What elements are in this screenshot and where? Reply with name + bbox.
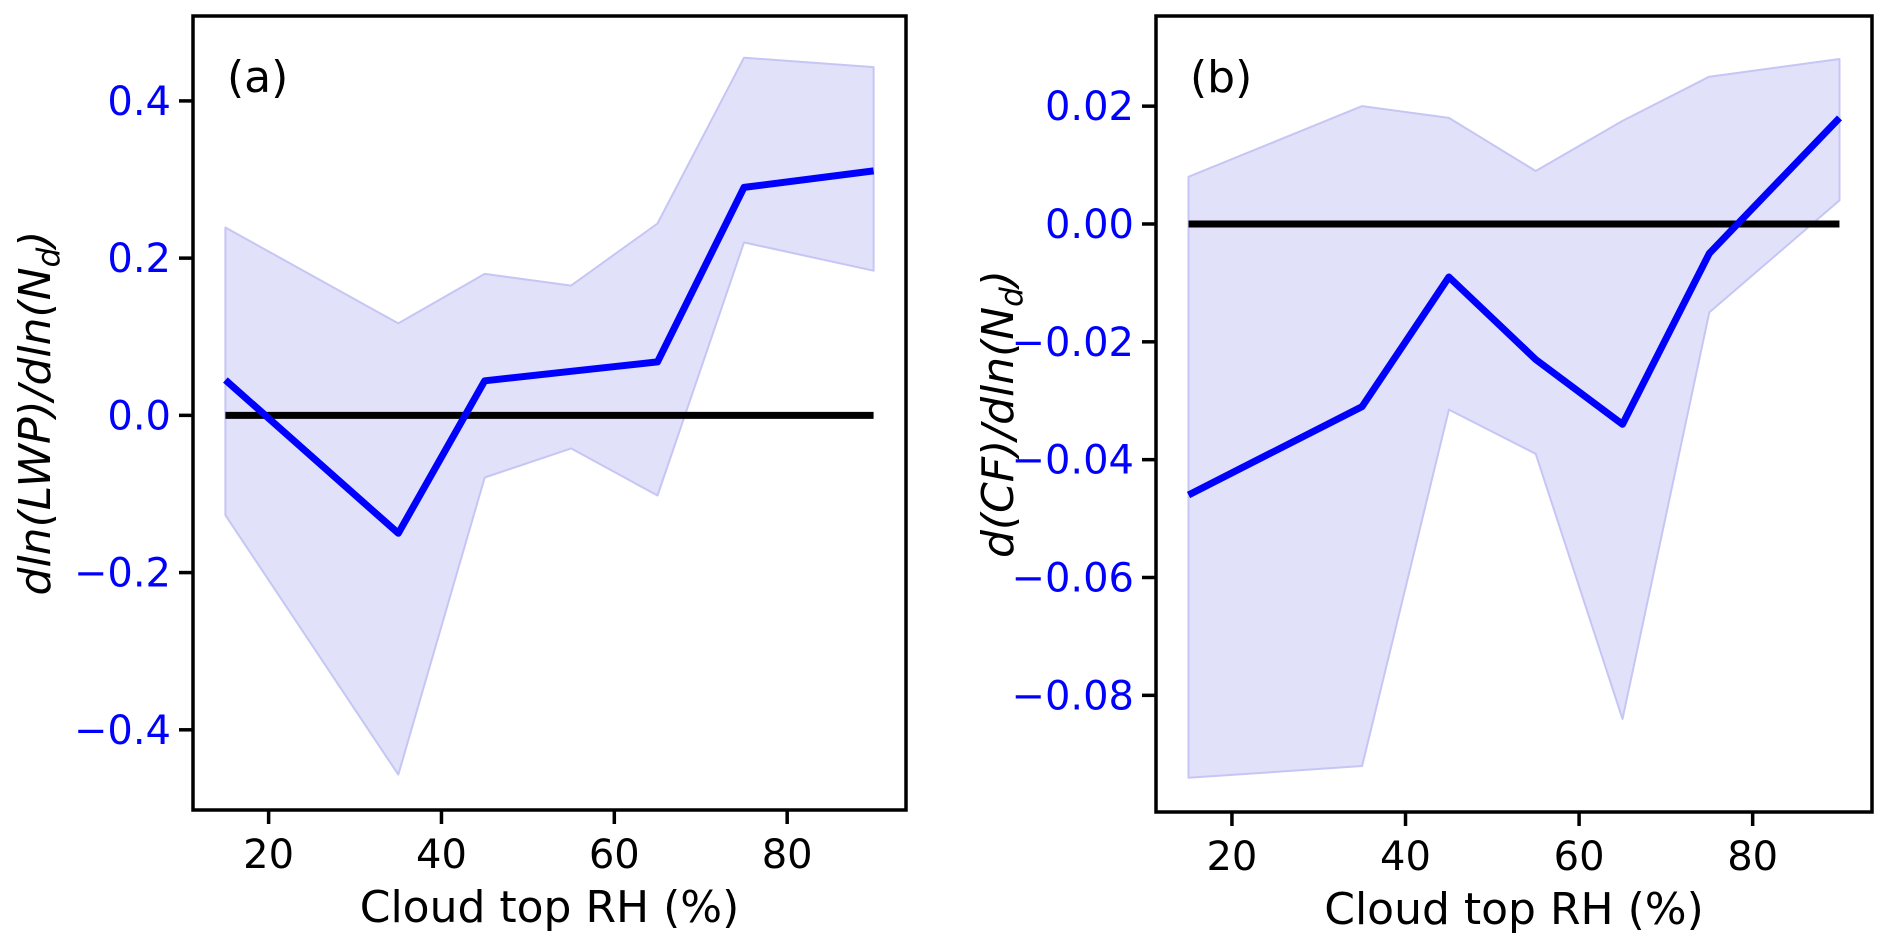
- panel-label: (a): [227, 52, 288, 103]
- panel-b: 20 40 60 80 0.02 0.00 −0.02 −0.04 −0.06 −0.08 (b) C…: [973, 14, 1874, 935]
- x-tick-label: 80: [1727, 834, 1778, 880]
- x-tick-label: 80: [762, 832, 813, 878]
- x-tick-label: 40: [1380, 834, 1431, 880]
- x-tick-label: 60: [589, 832, 640, 878]
- y-tick-label: −0.04: [1011, 438, 1134, 484]
- y-tick-label: 0.02: [1045, 84, 1134, 130]
- x-axis-label: Cloud top RH (%): [360, 882, 740, 933]
- y-tick-label: −0.02: [1011, 320, 1134, 366]
- y-axis-label: d(CF)/dln(Nd): [973, 270, 1030, 558]
- confidence-band: [1187, 58, 1841, 779]
- y-axis-label: dln(LWP)/dln(Nd): [10, 231, 67, 596]
- x-tick-label: 20: [1206, 834, 1257, 880]
- axes-box: [191, 14, 908, 812]
- x-tick-label: 60: [1554, 834, 1605, 880]
- y-tick-label: 0.2: [107, 236, 171, 282]
- data-line: [1186, 115, 1843, 499]
- x-tick-label: 40: [416, 832, 467, 878]
- x-axis-label: Cloud top RH (%): [1324, 884, 1704, 935]
- y-tick-label: 0.00: [1045, 202, 1134, 248]
- x-tick-label: 20: [243, 832, 294, 878]
- axes-box: [1154, 14, 1874, 814]
- y-tick-label: 0.4: [107, 79, 171, 125]
- y-tick-label: −0.4: [74, 708, 171, 754]
- y-tick-label: −0.06: [1011, 556, 1134, 602]
- panel-a: 20 40 60 80 0.4 0.2 0.0 −0.2 −0.4 (a) Cloud top RH…: [10, 14, 908, 933]
- data-line: [223, 167, 875, 537]
- panel-label: (b): [1190, 52, 1252, 103]
- y-tick-label: 0.0: [107, 393, 171, 439]
- y-tick-label: −0.08: [1011, 673, 1134, 719]
- y-tick-label: −0.2: [74, 551, 171, 597]
